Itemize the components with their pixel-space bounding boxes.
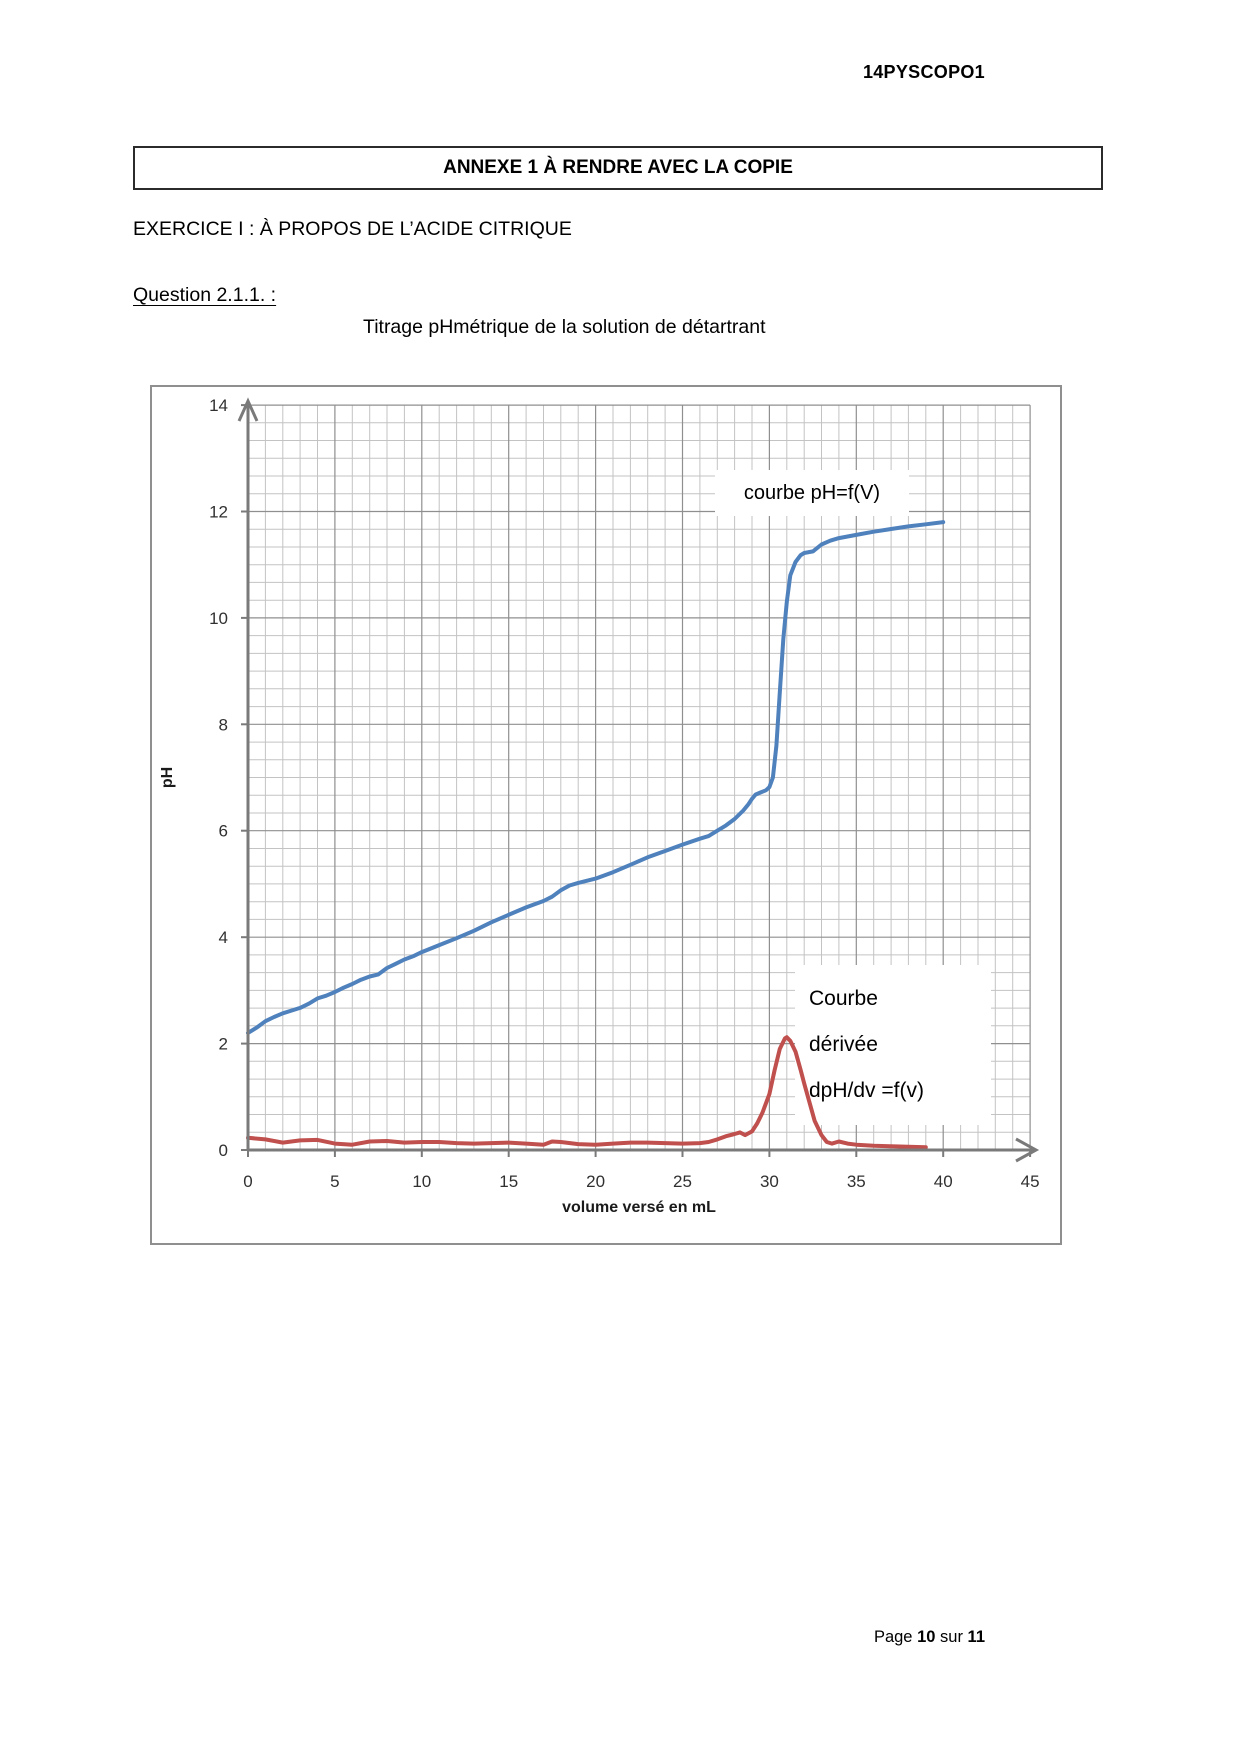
x-tick-label: 30 xyxy=(760,1172,779,1191)
x-tick-label: 35 xyxy=(847,1172,866,1191)
annexe-title: ANNEXE 1 À RENDRE AVEC LA COPIE xyxy=(443,157,793,178)
y-tick-label: 10 xyxy=(209,609,228,628)
titration-chart: 0 5 10 15 20 25 30 35 40 45 0 2 4 6 8 10 12 14 pH volume ve… xyxy=(159,396,1040,1216)
footer-total-pages: 11 xyxy=(967,1628,985,1646)
x-tick-label: 10 xyxy=(412,1172,431,1191)
y-tick-label: 6 xyxy=(219,822,228,841)
x-tick-label: 40 xyxy=(934,1172,953,1191)
x-tick-label: 5 xyxy=(330,1172,339,1191)
x-axis-arrow-icon xyxy=(1015,1137,1040,1163)
derivative-annotation-line2: dérivée xyxy=(809,1033,878,1056)
chart-heading: Titrage pHmétrique de la solution de dét… xyxy=(363,316,766,338)
x-tick-label: 0 xyxy=(243,1172,252,1191)
exercise-title: EXERCICE I : À PROPOS DE L’ACIDE CITRIQU… xyxy=(133,218,572,240)
y-tick-label: 14 xyxy=(209,396,228,415)
tick-marks xyxy=(241,404,1032,1157)
x-tick-label: 45 xyxy=(1021,1172,1040,1191)
derivative-curve xyxy=(246,1035,928,1150)
derivative-annotation-backplate xyxy=(795,965,991,1125)
y-tick-label: 2 xyxy=(219,1035,228,1054)
derivative-annotation-line3: dpH/dv =f(v) xyxy=(809,1079,924,1102)
x-tick-label: 15 xyxy=(499,1172,518,1191)
x-tick-label: 25 xyxy=(673,1172,692,1191)
question-label: Question 2.1.1. : xyxy=(133,284,277,306)
x-tick-label: 20 xyxy=(586,1172,605,1191)
document-code: 14PYSCOPO1 xyxy=(862,62,985,82)
ph-curve-annotation-text: courbe pH=f(V) xyxy=(743,481,881,504)
footer-page-word: Page xyxy=(873,1628,913,1646)
grid-major xyxy=(248,404,1031,1150)
y-tick-label: 8 xyxy=(219,715,228,734)
axes xyxy=(237,397,1040,1163)
y-axis-arrow-icon xyxy=(237,397,259,422)
footer-separator: sur xyxy=(940,1628,963,1646)
tick-labels: 0 5 10 15 20 25 30 35 40 45 0 2 4 6 8 10 12 14 xyxy=(209,396,1039,1191)
y-tick-label: 0 xyxy=(219,1141,228,1160)
page-footer: Page 10 sur 11 xyxy=(874,1628,985,1647)
ph-curve xyxy=(246,520,946,1035)
footer-page-number: 10 xyxy=(917,1628,936,1646)
y-tick-label: 4 xyxy=(219,928,228,947)
titration-figure: 0 5 10 15 20 25 30 35 40 45 0 2 4 6 8 10 12 14 pH volume ve… xyxy=(150,385,1062,1245)
y-axis-title: pH xyxy=(159,767,176,788)
derivative-curve-annotation: Courbe dérivée dpH/dv =f(v) xyxy=(795,965,991,1125)
derivative-annotation-line1: Courbe xyxy=(809,987,878,1010)
y-tick-label: 12 xyxy=(209,503,228,522)
ph-curve-annotation-backplate xyxy=(715,470,909,516)
annexe-title-box: ANNEXE 1 À RENDRE AVEC LA COPIE xyxy=(133,146,1103,190)
x-axis-title: volume versé en mL xyxy=(562,1199,716,1216)
ph-curve-annotation: courbe pH=f(V) xyxy=(715,470,909,516)
